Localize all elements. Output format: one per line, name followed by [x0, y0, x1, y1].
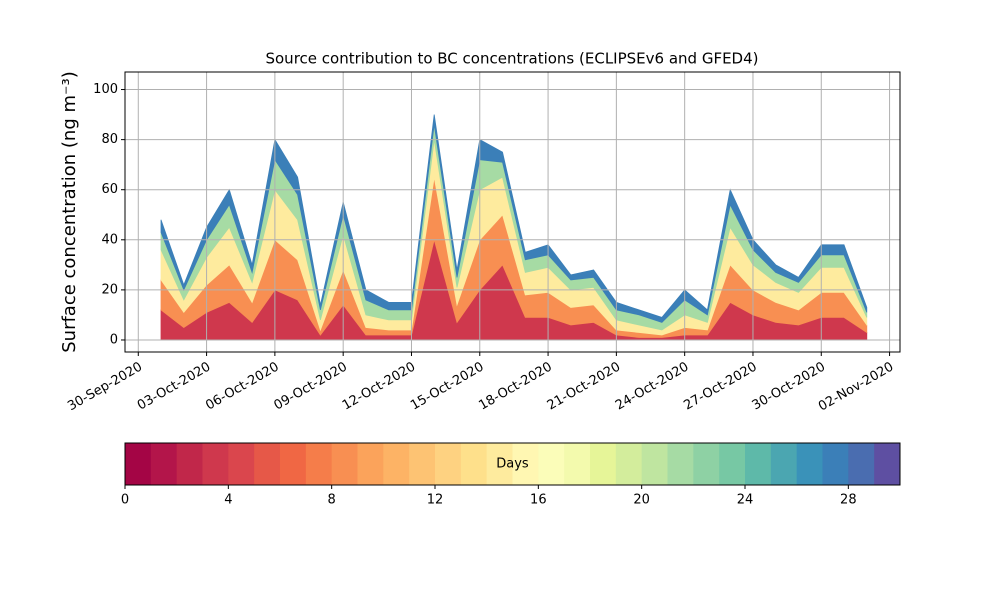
colorbar-cell	[280, 443, 307, 485]
colorbar-tick-label: 24	[737, 493, 754, 508]
x-tick-label: 06-Oct-2020	[203, 360, 281, 414]
colorbar-cell	[512, 443, 539, 485]
chart-title: Source contribution to BC concentrations…	[265, 50, 758, 68]
colorbar-cell	[228, 443, 255, 485]
colorbar-cell	[822, 443, 849, 485]
x-tick-label: 03-Oct-2020	[135, 360, 213, 414]
colorbar-label: Days	[496, 457, 529, 472]
colorbar-tick-label: 4	[224, 493, 232, 508]
colorbar-cell	[409, 443, 436, 485]
x-tick-label: 18-Oct-2020	[476, 360, 554, 414]
colorbar-cell	[641, 443, 668, 485]
colorbar-frame	[124, 442, 901, 486]
x-tick-label: 30-Sep-2020	[65, 360, 145, 415]
x-tick-label: 12-Oct-2020	[340, 360, 418, 414]
colorbar-cell	[667, 443, 694, 485]
colorbar-cell	[202, 443, 229, 485]
colorbar-cell	[125, 443, 152, 485]
colorbar-cell	[383, 443, 410, 485]
grid	[125, 72, 900, 352]
y-tick-label: 60	[101, 182, 118, 197]
colorbar-cell	[848, 443, 875, 485]
y-tick-label: 40	[101, 232, 118, 247]
x-tick-label: 30-Oct-2020	[750, 360, 828, 414]
y-tick-label: 0	[110, 332, 118, 347]
plot-frame	[124, 71, 901, 353]
colorbar-cell	[770, 443, 798, 485]
colorbar-cell	[176, 443, 203, 485]
colorbar-cell	[796, 443, 823, 485]
colorbar-cell	[564, 443, 591, 485]
y-tick-label: 20	[101, 282, 118, 297]
colorbar-cell	[538, 443, 565, 485]
colorbar-cell	[150, 443, 178, 485]
x-tick-label: 02-Nov-2020	[816, 360, 896, 415]
area-layer	[160, 114, 868, 323]
colorbar-cell	[357, 443, 384, 485]
colorbar-cell	[460, 443, 488, 485]
colorbar-tick-label: 20	[633, 493, 650, 508]
x-tick-label: 09-Oct-2020	[272, 360, 350, 414]
colorbar-cell	[486, 443, 513, 485]
y-tick-label: 100	[93, 82, 118, 97]
colorbar-tick-label: 8	[328, 493, 336, 508]
colorbar-cell	[590, 443, 617, 485]
colorbar-tick-label: 0	[121, 493, 129, 508]
colorbar-cell	[719, 443, 746, 485]
colorbar-cell	[435, 443, 462, 485]
colorbar-tick-label: 16	[530, 493, 547, 508]
colorbar-cell	[693, 443, 720, 485]
y-axis-label: Surface concentration (ng m⁻³)	[59, 71, 80, 353]
colorbar-cell	[874, 443, 901, 485]
colorbar-cell	[331, 443, 358, 485]
x-tick-label: 24-Oct-2020	[613, 360, 691, 414]
y-tick-label: 80	[101, 132, 118, 147]
colorbar-tick-label: 28	[840, 493, 857, 508]
x-tick-label: 27-Oct-2020	[681, 360, 759, 414]
x-tick-label: 21-Oct-2020	[545, 360, 623, 414]
colorbar-cell	[615, 443, 643, 485]
colorbar-cell	[745, 443, 772, 485]
x-tick-label: 15-Oct-2020	[408, 360, 486, 414]
colorbar-cell	[305, 443, 333, 485]
colorbar-tick-label: 12	[427, 493, 444, 508]
colorbar-cell	[254, 443, 281, 485]
